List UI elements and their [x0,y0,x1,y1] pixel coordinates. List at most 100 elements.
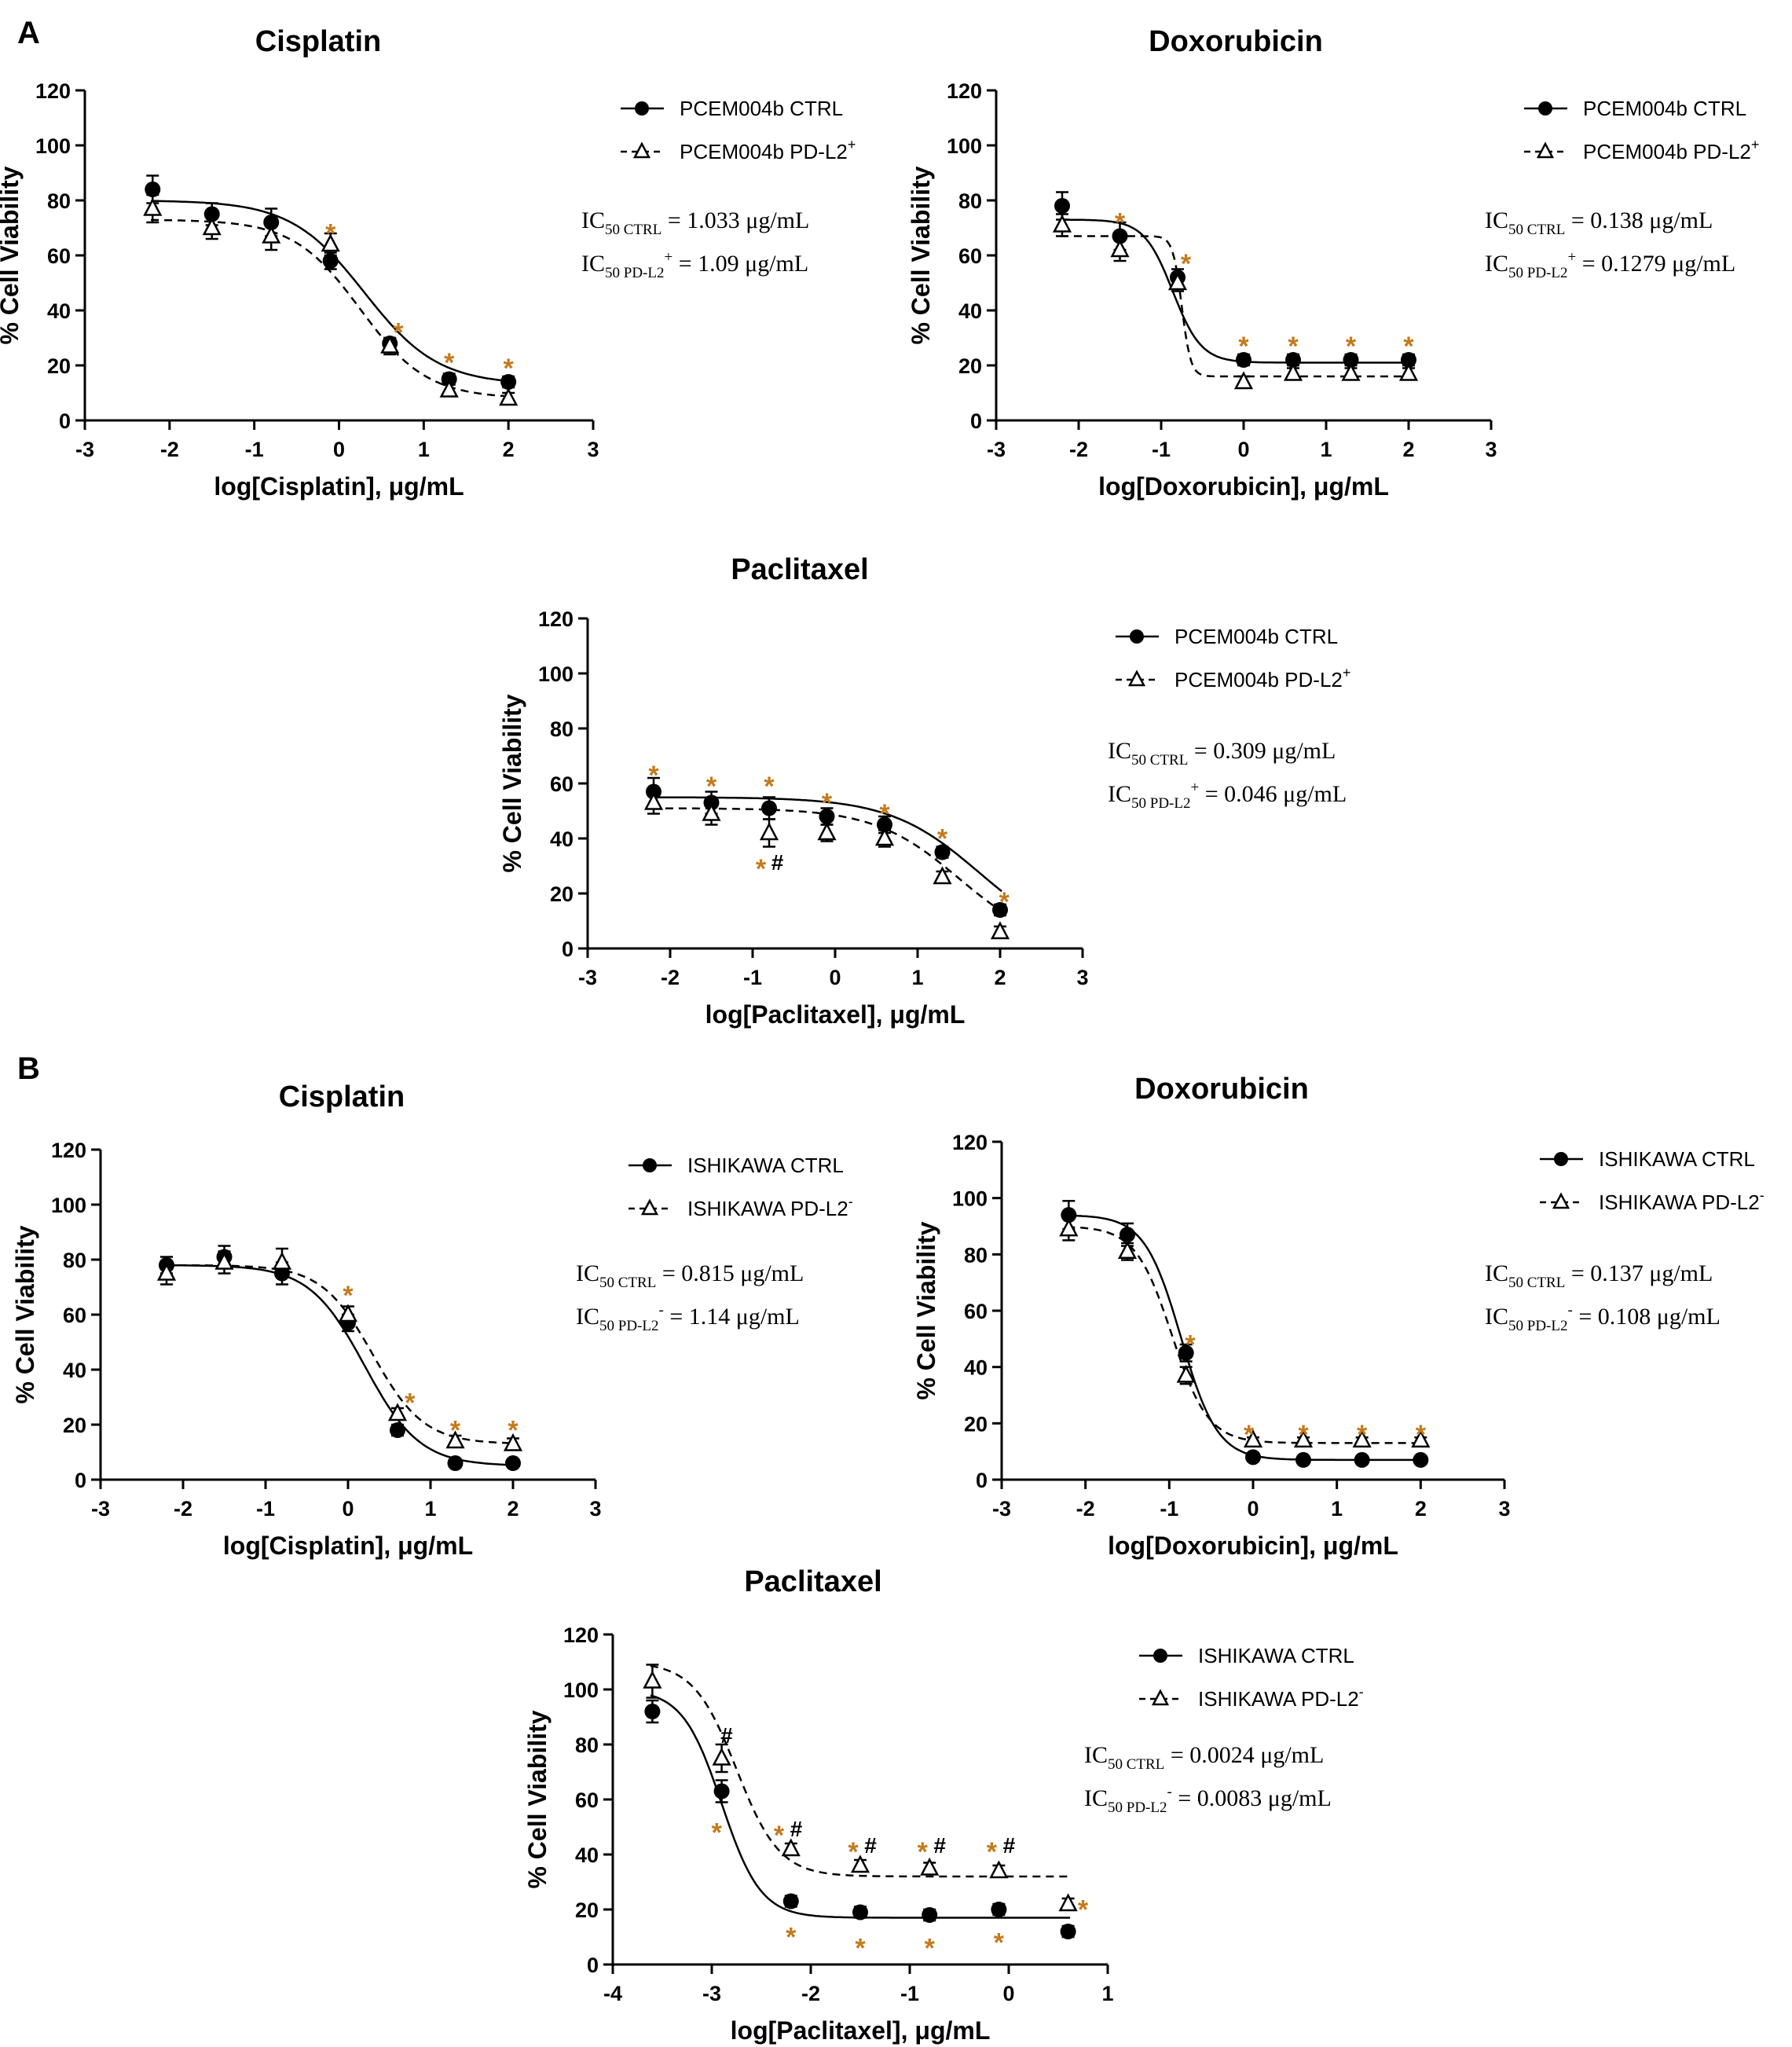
chart-a-doxorubicin: Doxorubicin 0 20 40 60 80 100 120 -3 -2 -1 0 1 2 3 log[… [907,25,1759,501]
y-axis-label: % Cell Viability [498,694,526,872]
significance-star: * [1185,1330,1196,1359]
data-point-ctrl [819,809,835,824]
x-tick-label: -2 [1069,438,1088,461]
chart-title: Paclitaxel [744,1565,881,1598]
y-tick-label: 20 [958,354,982,378]
y-tick-label: 60 [964,1300,988,1323]
x-axis-label: log[Doxorubicin], μg/mL [1098,472,1389,501]
data-point-ctrl [1343,352,1359,368]
y-tick-label: 60 [550,772,574,796]
x-tick-label: -2 [1076,1497,1095,1521]
y-tick-label: 100 [538,662,574,686]
y-axis-label: % Cell Viability [907,166,935,344]
data-point-pdl2 [1352,1429,1372,1448]
x-tick-label: 1 [1331,1497,1343,1521]
x-tick-label: 1 [911,966,923,989]
y-tick-label: 120 [947,79,982,103]
data-point-pdl2 [933,866,952,885]
data-point-pdl2 [1341,362,1361,381]
y-axis-label: % Cell Viability [523,1710,552,1888]
x-tick-label: 0 [829,966,841,989]
legend-marker-pdl2 [640,1198,659,1216]
significance-star: * [1346,332,1357,361]
y-tick-label: 60 [958,244,982,268]
x-tick-label: 2 [507,1497,519,1521]
data-point-pdl2 [380,335,400,354]
x-tick-label: -3 [992,1497,1011,1521]
y-tick-label: 20 [550,882,574,906]
data-point-ctrl [1120,1227,1135,1243]
data-point-ctrl [922,1907,938,1923]
ic50-annotation: IC50 PD-L2+ = 1.09 μg/mL [581,249,808,281]
x-tick-label: 2 [1415,1497,1427,1521]
chart-b-cisplatin: Cisplatin 0 20 40 60 80 100 120 -3 -2 -1 0 1 2 3 log[Ci… [11,1080,853,1560]
data-point-ctrl [1060,1924,1076,1939]
x-tick-label: 1 [424,1497,436,1521]
y-tick-label: 100 [563,1678,599,1702]
data-point-pdl2 [214,1251,234,1270]
y-tick-label: 120 [952,1131,988,1154]
data-point-ctrl [505,1455,521,1471]
significance-star: * [504,354,515,383]
significance-star: * [756,854,767,884]
significance-hash: # [1003,1833,1016,1858]
significance-star: * [848,1837,859,1867]
x-tick-label: -1 [256,1497,275,1521]
legend-marker-pdl2 [1151,1689,1170,1706]
significance-hash: # [771,850,784,875]
y-tick-label: 40 [575,1843,599,1867]
x-tick-label: -3 [578,966,597,989]
x-tick-label: -1 [900,1982,919,2005]
legend-label: PCEM004b CTRL [680,97,843,120]
legend-label: PCEM004b CTRL [1175,625,1338,648]
chart-b-doxorubicin: Doxorubicin 0 20 40 60 80 100 120 -3 -2 -1 0 1 2 3 log[… [912,1073,1765,1560]
significance-star: * [343,1281,354,1311]
ic50-annotation: IC50 CTRL = 0.309 μg/mL [1108,738,1336,769]
ic50-annotation: IC50 CTRL = 0.815 μg/mL [576,1260,804,1291]
significance-star: * [1115,208,1126,238]
y-tick-label: 120 [35,79,71,103]
data-point-pdl2 [1293,1429,1314,1448]
legend-marker-ctrl [1130,629,1144,644]
significance-star: * [1416,1420,1427,1450]
ic50-annotation: IC50 PD-L2- = 1.14 μg/mL [576,1302,800,1334]
data-point-ctrl [1112,228,1128,244]
x-tick-label: 1 [1101,1982,1113,2005]
y-tick-label: 80 [964,1243,988,1267]
legend-label: ISHIKAWA CTRL [687,1154,844,1177]
data-point-ctrl [991,1902,1007,1917]
fit-curve-ctrl [650,1694,1071,1919]
data-point-pdl2 [499,387,519,406]
y-tick-label: 0 [976,1469,988,1492]
x-tick-label: 0 [1247,1497,1259,1521]
data-point-ctrl [1236,352,1251,368]
panel-label-a: A [17,16,40,50]
x-tick-label: 3 [1498,1497,1510,1521]
significance-star: * [786,1923,797,1953]
x-tick-label: -3 [987,438,1006,461]
data-point-pdl2 [387,1403,408,1422]
x-tick-label: -1 [1160,1497,1178,1521]
data-point-pdl2 [817,822,837,841]
y-axis-label: % Cell Viability [912,1221,940,1400]
legend-marker-pdl2 [632,141,651,159]
data-point-pdl2 [781,1838,801,1857]
y-tick-label: 40 [63,1359,86,1382]
ic50-annotation: IC50 PD-L2- = 0.0083 μg/mL [1084,1784,1332,1816]
chart-title: Cisplatin [255,25,381,58]
y-tick-label: 100 [952,1187,988,1211]
significance-star: * [774,1821,785,1851]
fit-curve-pdl2 [1067,1226,1423,1444]
chart-title: Cisplatin [279,1080,405,1113]
significance-star: * [1078,1895,1089,1925]
significance-star: * [444,348,455,378]
x-tick-label: 2 [503,438,515,461]
y-tick-label: 100 [947,134,982,158]
significance-star: * [1181,249,1192,279]
data-point-pdl2 [874,827,895,846]
x-tick-label: -3 [75,438,94,461]
data-point-ctrl [145,182,161,197]
ic50-annotation: IC50 PD-L2+ = 0.1279 μg/mL [1485,249,1735,281]
data-point-pdl2 [1411,1429,1431,1448]
significance-star: * [918,1837,929,1867]
